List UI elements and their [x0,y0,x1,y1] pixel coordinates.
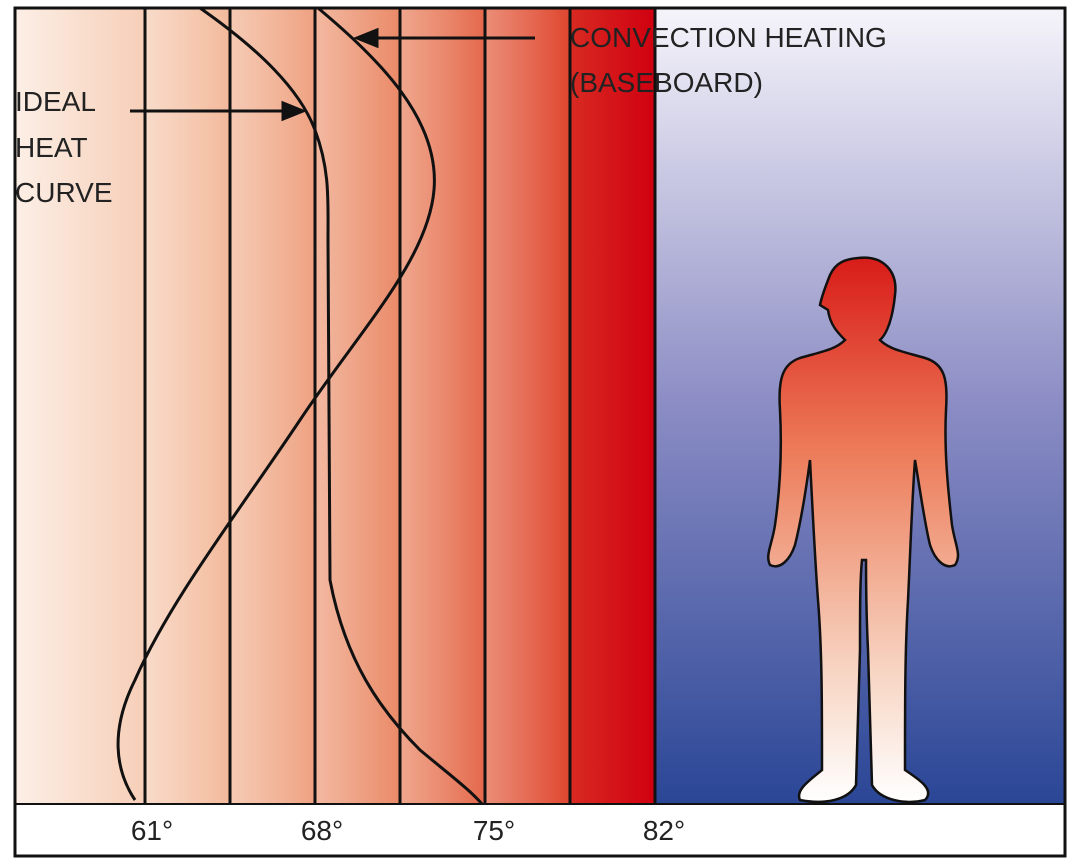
convection-curve [116,6,436,801]
tick-label: 82° [643,815,685,846]
frame [13,6,1067,858]
column-lines [143,8,657,804]
arrows [130,27,535,122]
ideal-heat-curve [199,6,484,805]
tick-label: 68° [301,815,343,846]
person [767,256,960,804]
label: HEAT [15,132,88,163]
bands [145,8,570,804]
label: CONVECTION HEATING [570,22,887,53]
label: CURVE [15,177,113,208]
label: (BASEBOARD) [570,67,763,98]
tick-label: 61° [131,815,173,846]
tick-label: 75° [473,815,515,846]
hot-band [570,8,655,804]
label: IDEAL [15,86,96,117]
